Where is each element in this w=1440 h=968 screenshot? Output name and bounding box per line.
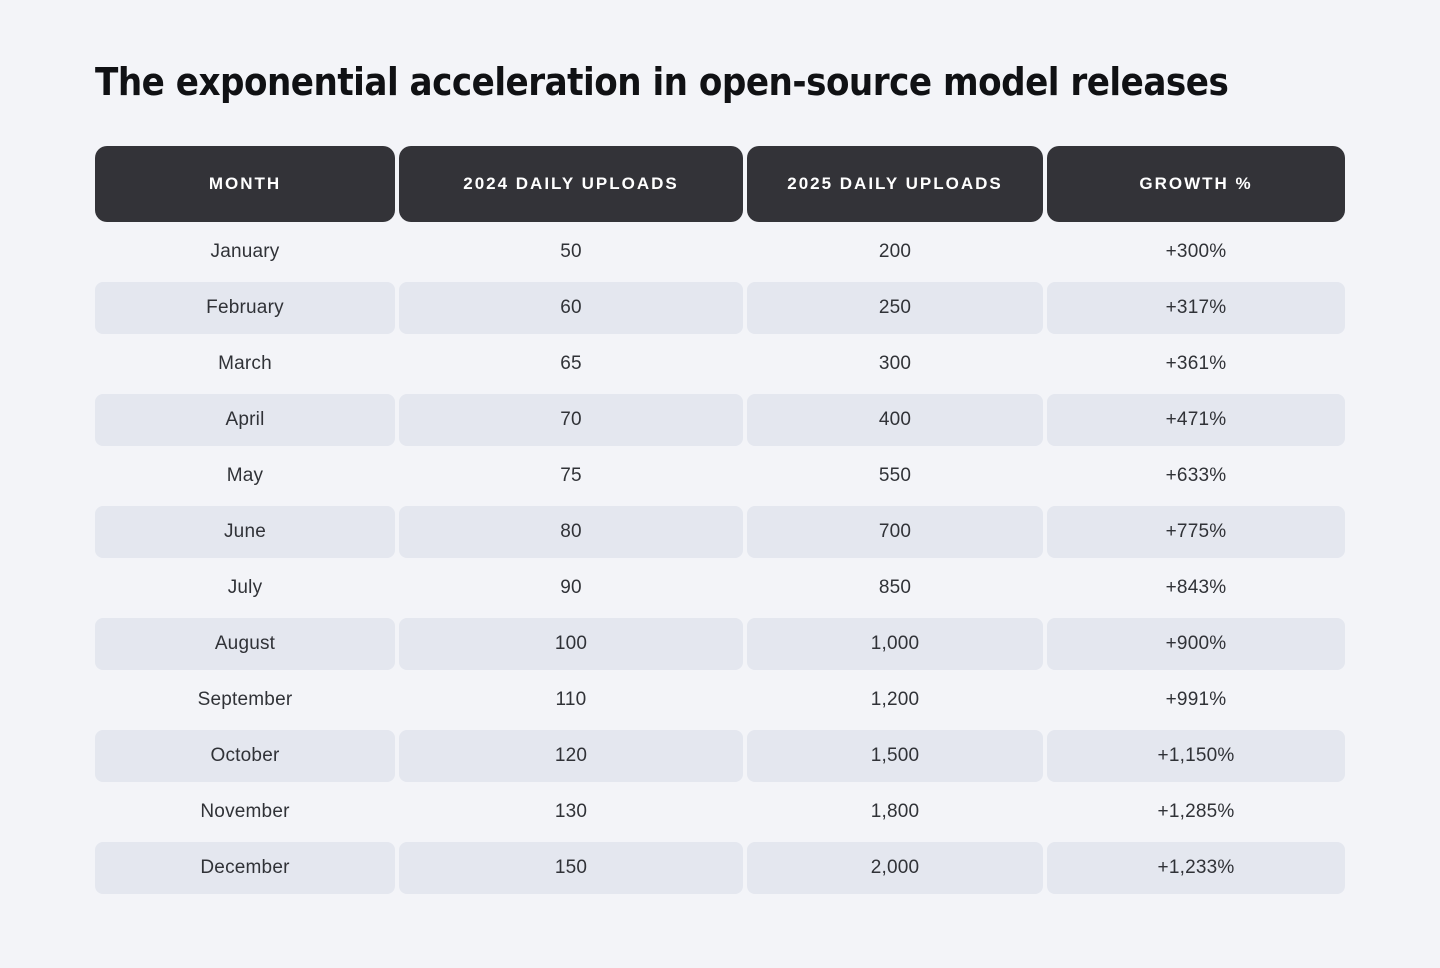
cell-month: August [95,618,395,670]
cell-2024-uploads: 65 [560,353,582,374]
cell-growth: +300% [1165,241,1227,262]
cell-month: July [227,577,263,598]
cell-2024-uploads: 60 [399,282,743,334]
column-header-month: MONTH [95,146,395,222]
cell-month: June [95,506,395,558]
cell-growth: +1,150% [1047,730,1345,782]
cell-2024-uploads: 120 [399,730,743,782]
cell-growth: +471% [1047,394,1345,446]
cell-month: April [95,394,395,446]
cell-month: December [95,842,395,894]
cell-2024-uploads: 150 [399,842,743,894]
cell-growth: +775% [1047,506,1345,558]
uploads-table: MONTH 2024 DAILY UPLOADS 2025 DAILY UPLO… [95,146,1345,894]
cell-month: September [197,689,293,710]
cell-2025-uploads: 700 [747,506,1043,558]
column-header-growth: GROWTH % [1047,146,1345,222]
cell-2025-uploads: 300 [878,353,912,374]
cell-month: January [210,241,280,262]
cell-growth: +900% [1047,618,1345,670]
cell-2025-uploads: 250 [747,282,1043,334]
cell-2024-uploads: 70 [399,394,743,446]
cell-2025-uploads: 400 [747,394,1043,446]
cell-month: February [95,282,395,334]
cell-growth: +1,285% [1157,801,1235,822]
cell-growth: +633% [1165,465,1227,486]
cell-growth: +317% [1047,282,1345,334]
cell-2024-uploads: 110 [555,689,587,710]
cell-2025-uploads: 2,000 [747,842,1043,894]
page-title: The exponential acceleration in open-sou… [95,60,1229,104]
cell-month: November [200,801,290,822]
cell-month: May [226,465,264,486]
cell-month: October [95,730,395,782]
cell-growth: +991% [1165,689,1227,710]
cell-month: March [218,353,272,374]
cell-2024-uploads: 130 [554,801,588,822]
cell-2024-uploads: 75 [560,465,582,486]
column-header-2024-uploads: 2024 DAILY UPLOADS [399,146,743,222]
cell-2025-uploads: 1,500 [747,730,1043,782]
cell-growth: +843% [1165,577,1227,598]
cell-2024-uploads: 100 [399,618,743,670]
cell-2025-uploads: 1,200 [870,689,920,710]
cell-2025-uploads: 850 [878,577,912,598]
cell-growth: +361% [1165,353,1227,374]
cell-2024-uploads: 50 [560,241,582,262]
cell-2025-uploads: 200 [878,241,912,262]
cell-2024-uploads: 80 [399,506,743,558]
column-header-2025-uploads: 2025 DAILY UPLOADS [747,146,1043,222]
cell-2025-uploads: 550 [878,465,912,486]
cell-2025-uploads: 1,800 [870,801,920,822]
cell-2024-uploads: 90 [560,577,582,598]
cell-2025-uploads: 1,000 [747,618,1043,670]
cell-growth: +1,233% [1047,842,1345,894]
